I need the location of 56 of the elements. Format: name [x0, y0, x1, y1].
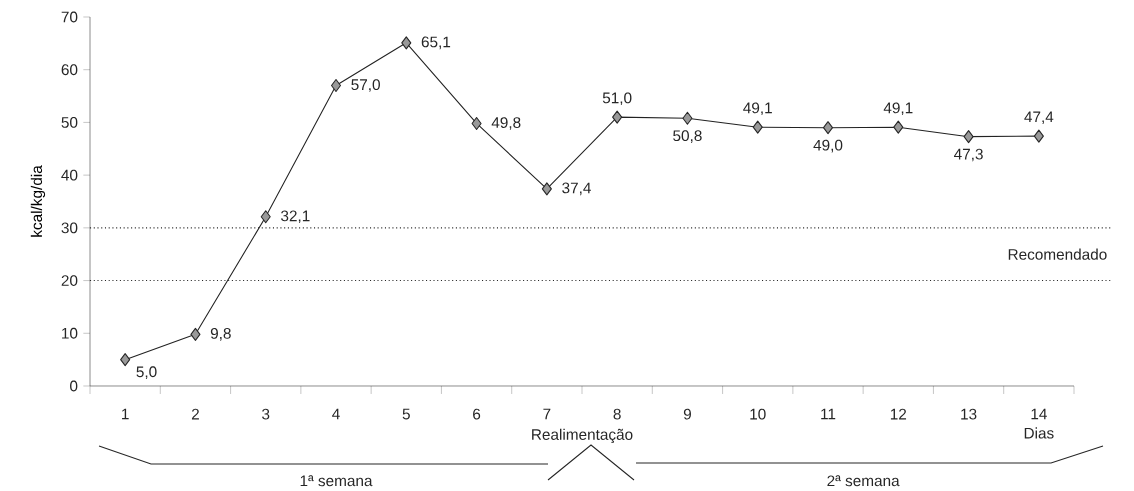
point [471, 116, 482, 131]
x-axis-title: Dias [1024, 427, 1054, 439]
x-tick-label: 8 [613, 408, 621, 420]
point [612, 110, 623, 124]
data-label: 50,8 [673, 130, 702, 143]
data-label: 49,0 [813, 139, 843, 153]
x-tick-label: 1 [122, 408, 129, 420]
x-tick-label: 10 [750, 408, 766, 420]
text: 1ª semana [300, 475, 373, 487]
y-axis-title: kcal/kg/dia [30, 165, 46, 237]
text: 2ª semana [827, 475, 900, 487]
point [190, 327, 201, 341]
text: Realimentação [532, 428, 633, 444]
data-label: 49,1 [743, 102, 772, 116]
y-tick-label: 10 [62, 327, 78, 339]
data-label: 32,1 [281, 210, 310, 224]
point [120, 353, 131, 367]
data-label: 9,8 [210, 328, 231, 341]
point [541, 182, 552, 196]
point [752, 120, 763, 134]
annotation: Recomendado [1008, 248, 1107, 260]
y-tick-label: 0 [70, 380, 78, 392]
x-tick-label: 12 [890, 408, 907, 420]
x-tick-label: 4 [332, 408, 340, 420]
point [260, 210, 271, 224]
data-label: 47,3 [954, 148, 983, 162]
data-label: 49,1 [883, 102, 913, 116]
data-label: 47,4 [1024, 111, 1054, 125]
x-tick-label: 3 [262, 408, 270, 420]
y-tick-label: 60 [61, 64, 78, 76]
x-tick-label: 5 [402, 408, 410, 420]
x-tick-label: 13 [961, 408, 977, 420]
x-tick-label: 2 [191, 408, 199, 420]
data-label: 5,0 [136, 366, 157, 380]
point [682, 111, 693, 125]
x-tick-label: 7 [543, 408, 551, 420]
y-tick-label: 50 [61, 116, 78, 128]
data-label: 57,0 [351, 79, 380, 92]
point [1033, 129, 1044, 143]
x-tick-label: 6 [473, 408, 481, 420]
x-tick-label: 14 [1031, 408, 1047, 420]
data-label: 37,4 [562, 182, 591, 196]
data-label: 49,8 [491, 117, 521, 130]
y-tick-label: 30 [61, 222, 78, 234]
x-tick-label: 11 [821, 408, 836, 420]
data-label: 51,0 [602, 92, 632, 106]
x-tick-label: 9 [683, 408, 691, 420]
y-tick-label: 20 [61, 275, 78, 286]
y-tick-label: 70 [61, 11, 78, 23]
data-label: 65,1 [421, 36, 451, 50]
point [401, 36, 412, 50]
y-tick-label: 40 [61, 169, 78, 181]
point [330, 78, 342, 93]
point [822, 121, 834, 135]
point [963, 130, 974, 144]
point [893, 120, 904, 134]
